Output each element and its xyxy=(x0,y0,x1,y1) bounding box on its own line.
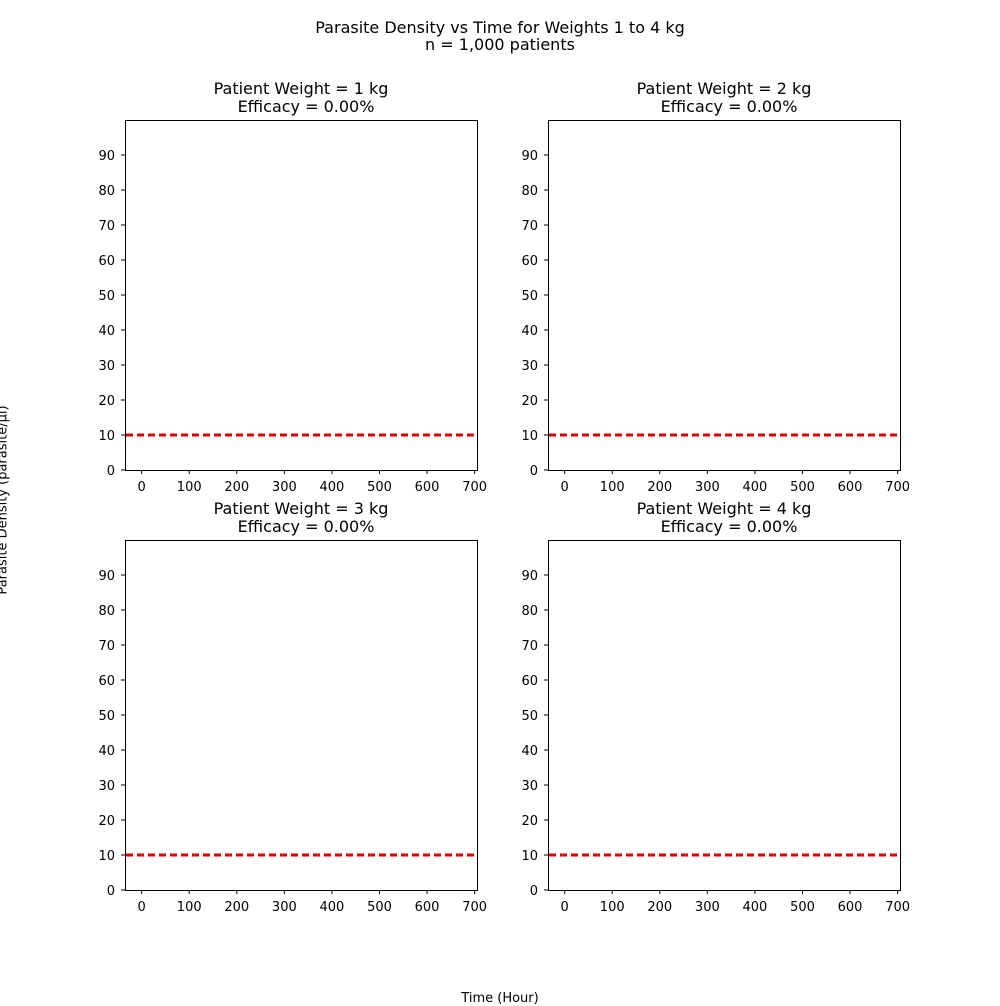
y-tick-label: 60 xyxy=(98,674,115,689)
y-tick-label: 50 xyxy=(98,709,115,724)
y-tick-label: 10 xyxy=(98,429,115,444)
x-tick-label: 700 xyxy=(885,480,910,495)
subplot-title: Patient Weight = 1 kg xyxy=(214,79,389,98)
x-tick-label: 0 xyxy=(561,900,569,915)
figure-title: Parasite Density vs Time for Weights 1 t… xyxy=(315,18,685,37)
y-tick-label: 50 xyxy=(521,709,538,724)
subplot-subtitle: Efficacy = 0.00% xyxy=(661,97,798,116)
y-tick-label: 70 xyxy=(521,639,538,654)
x-tick-label: 100 xyxy=(177,900,202,915)
y-tick-label: 40 xyxy=(98,324,115,339)
y-tick-label: 80 xyxy=(521,184,538,199)
x-tick-label: 0 xyxy=(138,900,146,915)
y-tick-label: 80 xyxy=(521,604,538,619)
y-tick-label: 70 xyxy=(98,219,115,234)
x-tick-label: 700 xyxy=(462,480,487,495)
y-tick-label: 30 xyxy=(521,779,538,794)
y-tick-label: 50 xyxy=(98,289,115,304)
figure-subtitle: n = 1,000 patients xyxy=(425,35,575,54)
y-tick-label: 20 xyxy=(98,394,115,409)
y-tick-label: 30 xyxy=(521,359,538,374)
y-tick-label: 90 xyxy=(521,149,538,164)
y-tick-label: 90 xyxy=(521,569,538,584)
x-tick-label: 400 xyxy=(743,900,768,915)
y-tick-label: 40 xyxy=(521,744,538,759)
x-tick-label: 200 xyxy=(647,480,672,495)
x-tick-label: 100 xyxy=(600,480,625,495)
x-tick-label: 700 xyxy=(885,900,910,915)
x-tick-label: 300 xyxy=(272,480,297,495)
y-tick-label: 80 xyxy=(98,604,115,619)
y-tick-label: 10 xyxy=(98,849,115,864)
subplot-subtitle: Efficacy = 0.00% xyxy=(238,97,375,116)
x-tick-label: 400 xyxy=(320,900,345,915)
y-tick-label: 60 xyxy=(521,674,538,689)
y-tick-label: 40 xyxy=(98,744,115,759)
x-tick-label: 500 xyxy=(790,900,815,915)
y-tick-label: 20 xyxy=(98,814,115,829)
y-tick-label: 10 xyxy=(521,849,538,864)
x-tick-label: 700 xyxy=(462,900,487,915)
y-tick-label: 90 xyxy=(98,569,115,584)
y-tick-label: 60 xyxy=(521,254,538,269)
subplot-title: Patient Weight = 2 kg xyxy=(637,79,812,98)
y-tick-label: 90 xyxy=(98,149,115,164)
axes-frame xyxy=(125,540,478,891)
x-tick-label: 0 xyxy=(561,480,569,495)
x-tick-label: 600 xyxy=(838,900,863,915)
y-tick-label: 50 xyxy=(521,289,538,304)
y-tick-label: 70 xyxy=(98,639,115,654)
x-tick-label: 100 xyxy=(177,480,202,495)
y-tick-label: 0 xyxy=(530,884,538,899)
x-tick-label: 400 xyxy=(743,480,768,495)
x-tick-label: 300 xyxy=(272,900,297,915)
y-tick-label: 20 xyxy=(521,394,538,409)
x-tick-label: 600 xyxy=(838,480,863,495)
x-tick-label: 300 xyxy=(695,480,720,495)
y-tick-label: 70 xyxy=(521,219,538,234)
x-tick-label: 200 xyxy=(647,900,672,915)
x-tick-label: 500 xyxy=(367,480,392,495)
subplot-subtitle: Efficacy = 0.00% xyxy=(661,517,798,536)
y-tick-label: 10 xyxy=(521,429,538,444)
y-tick-label: 0 xyxy=(530,464,538,479)
x-tick-label: 0 xyxy=(138,480,146,495)
x-tick-label: 500 xyxy=(790,480,815,495)
y-tick-label: 0 xyxy=(107,884,115,899)
y-tick-label: 20 xyxy=(521,814,538,829)
axes-frame xyxy=(548,540,901,891)
axes-frame xyxy=(548,120,901,471)
x-tick-label: 600 xyxy=(415,480,440,495)
x-tick-label: 500 xyxy=(367,900,392,915)
x-tick-label: 200 xyxy=(224,900,249,915)
axes-frame xyxy=(125,120,478,471)
y-tick-label: 30 xyxy=(98,779,115,794)
subplot-title: Patient Weight = 4 kg xyxy=(637,499,812,518)
x-tick-label: 100 xyxy=(600,900,625,915)
y-tick-label: 60 xyxy=(98,254,115,269)
y-tick-label: 40 xyxy=(521,324,538,339)
x-tick-label: 200 xyxy=(224,480,249,495)
y-tick-label: 30 xyxy=(98,359,115,374)
x-tick-label: 300 xyxy=(695,900,720,915)
y-tick-label: 80 xyxy=(98,184,115,199)
x-tick-label: 600 xyxy=(415,900,440,915)
subplot-subtitle: Efficacy = 0.00% xyxy=(238,517,375,536)
subplot-title: Patient Weight = 3 kg xyxy=(214,499,389,518)
x-tick-label: 400 xyxy=(320,480,345,495)
y-tick-label: 0 xyxy=(107,464,115,479)
